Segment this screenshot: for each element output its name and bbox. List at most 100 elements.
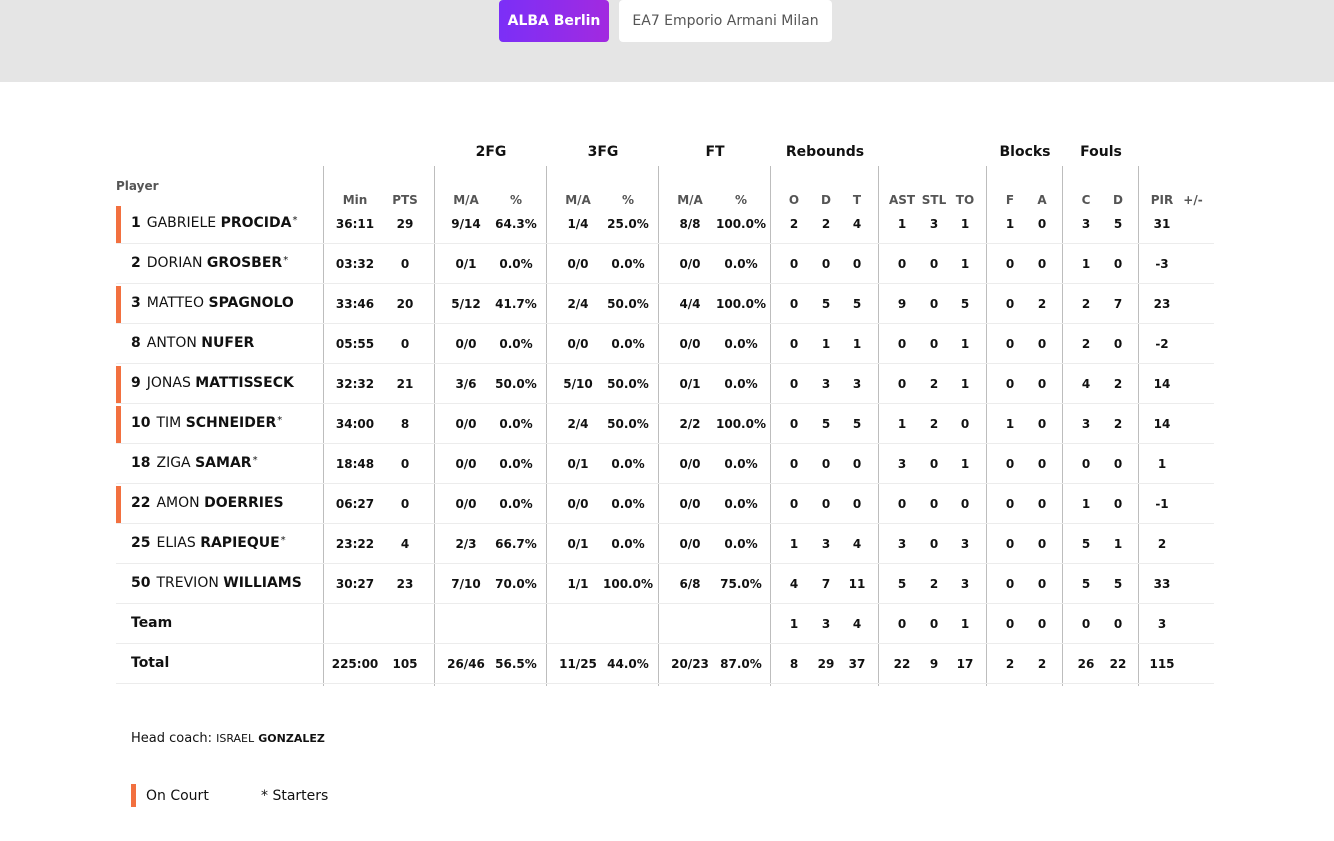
player-name[interactable]: 1 GABRIELE PROCIDA*: [131, 215, 297, 231]
stat-foul-d: 2: [1113, 417, 1123, 431]
stat-reb-t: 37: [848, 657, 866, 671]
stat-3fg-pct: 0.0%: [611, 337, 645, 351]
stat-to: 0: [960, 417, 970, 431]
column-header-3fg-pct: %: [621, 193, 635, 207]
stat-reb-d: 29: [817, 657, 835, 671]
stat-foul-d: 22: [1109, 657, 1127, 671]
stat-2fg-pct: 0.0%: [499, 257, 533, 271]
stat-min: 18:48: [335, 457, 375, 471]
player-name[interactable]: 8 ANTON NUFER: [131, 335, 254, 351]
stat-foul-d: 0: [1113, 497, 1123, 511]
player-name[interactable]: 2 DORIAN GROSBER*: [131, 255, 288, 271]
starter-marker: *: [277, 415, 283, 426]
head-coach-label: Head coach:: [131, 731, 212, 746]
stat-3fg-ma: 0/0: [567, 257, 589, 271]
stat-min: 03:32: [335, 257, 375, 271]
stat-foul-d: 5: [1113, 217, 1123, 231]
stat-reb-t: 4: [852, 217, 862, 231]
stat-foul-c: 2: [1081, 337, 1091, 351]
column-divider: [658, 166, 659, 686]
stat-3fg-ma: 11/25: [559, 657, 597, 671]
column-divider: [323, 166, 324, 686]
player-row: 03:32 0 0/1 0.0% 0/0 0.0% 0/0 0.0% 0 0 0 0 0 1 0 0 1 0 -3 2…: [116, 244, 1214, 284]
player-number: 25: [131, 535, 151, 551]
stat-pts: 0: [400, 457, 410, 471]
stat-reb-o: 1: [789, 537, 799, 551]
stat-pir: 23: [1153, 297, 1171, 311]
tab-ea7-milan[interactable]: EA7 Emporio Armani Milan: [619, 0, 832, 42]
player-name[interactable]: 9 JONAS MATTISSECK: [131, 375, 294, 391]
stat-ast: 22: [893, 657, 911, 671]
player-row: 05:55 0 0/0 0.0% 0/0 0.0% 0/0 0.0% 0 1 1 0 0 1 0 0 2 0 -2 8…: [116, 324, 1214, 364]
stat-foul-c: 0: [1081, 617, 1091, 631]
stat-pts: 23: [396, 577, 414, 591]
on-court-indicator: [116, 286, 121, 323]
player-name[interactable]: 22 AMON DOERRIES: [131, 495, 284, 511]
stat-pts: 21: [396, 377, 414, 391]
player-last-name: WILLIAMS: [223, 575, 302, 591]
player-name[interactable]: 25 ELIAS RAPIEQUE*: [131, 535, 286, 551]
stat-foul-c: 1: [1081, 497, 1091, 511]
stat-reb-o: 0: [789, 497, 799, 511]
stat-ast: 0: [897, 337, 907, 351]
player-name[interactable]: 50 TREVION WILLIAMS: [131, 575, 302, 591]
player-row: 36:11 29 9/14 64.3% 1/4 25.0% 8/8 100.0% 2 2 4 1 3 1 1…: [116, 204, 1214, 244]
stat-3fg-pct: 50.0%: [607, 417, 649, 431]
stat-foul-d: 0: [1113, 337, 1123, 351]
stat-ft-ma: 0/0: [679, 257, 701, 271]
column-header-plus-minus: +/-: [1183, 193, 1203, 207]
stat-ast: 5: [897, 577, 907, 591]
stat-ast: 1: [897, 417, 907, 431]
total-row: 225:00 105 26/46 56.5% 11/25 44.0% 20/23 87.0% 8…: [116, 644, 1214, 684]
head-coach: Head coach: ISRAEL GONZALEZ: [131, 731, 325, 746]
column-header-ft-pct: %: [734, 193, 748, 207]
player-name[interactable]: 18 ZIGA SAMAR*: [131, 455, 258, 471]
stat-ft-pct: 100.0%: [716, 417, 766, 431]
group-header-rebounds: Rebounds: [785, 144, 865, 160]
stat-pts: 105: [392, 657, 418, 671]
stat-ft-ma: 6/8: [679, 577, 701, 591]
on-court-legend-swatch: [131, 784, 136, 807]
stat-blk-a: 0: [1037, 217, 1047, 231]
stat-ft-ma: 4/4: [679, 297, 701, 311]
stat-stl: 2: [929, 377, 939, 391]
player-name[interactable]: 10 TIM SCHNEIDER*: [131, 415, 282, 431]
stat-reb-o: 0: [789, 417, 799, 431]
player-row: 32:32 21 3/6 50.0% 5/10 50.0% 0/1 0.0% 0 3 3 0 2 1 0 0 4…: [116, 364, 1214, 404]
stat-stl: 0: [929, 457, 939, 471]
stat-2fg-pct: 0.0%: [499, 457, 533, 471]
stat-blk-a: 0: [1037, 417, 1047, 431]
stat-2fg-ma: 2/3: [455, 537, 477, 551]
stat-3fg-pct: 0.0%: [611, 257, 645, 271]
stat-pts: 4: [400, 537, 410, 551]
stat-pir: 14: [1153, 417, 1171, 431]
stat-min: 34:00: [335, 417, 375, 431]
player-number: 10: [131, 415, 151, 431]
stat-reb-d: 0: [821, 257, 831, 271]
stat-2fg-pct: 41.7%: [495, 297, 537, 311]
stat-stl: 0: [929, 297, 939, 311]
stat-blk-f: 0: [1005, 297, 1015, 311]
on-court-indicator: [116, 406, 121, 443]
stat-3fg-ma: 1/1: [567, 577, 589, 591]
stat-reb-o: 1: [789, 617, 799, 631]
tab-alba-berlin[interactable]: ALBA Berlin: [499, 0, 609, 42]
stat-reb-t: 0: [852, 497, 862, 511]
stat-reb-d: 3: [821, 377, 831, 391]
player-name[interactable]: 3 MATTEO SPAGNOLO: [131, 295, 294, 311]
stat-blk-a: 0: [1037, 537, 1047, 551]
stat-to: 1: [960, 617, 970, 631]
column-divider: [546, 166, 547, 686]
starter-marker: *: [252, 455, 258, 466]
column-divider: [434, 166, 435, 686]
stat-2fg-pct: 70.0%: [495, 577, 537, 591]
column-header-reb-o: O: [788, 193, 800, 207]
stat-foul-c: 3: [1081, 217, 1091, 231]
stat-to: 1: [960, 217, 970, 231]
player-first-name: AMON: [156, 495, 200, 511]
player-first-name: TIM: [156, 415, 182, 431]
stat-foul-c: 5: [1081, 537, 1091, 551]
stat-min: 23:22: [335, 537, 375, 551]
stat-pts: 8: [400, 417, 410, 431]
stat-blk-f: 0: [1005, 457, 1015, 471]
